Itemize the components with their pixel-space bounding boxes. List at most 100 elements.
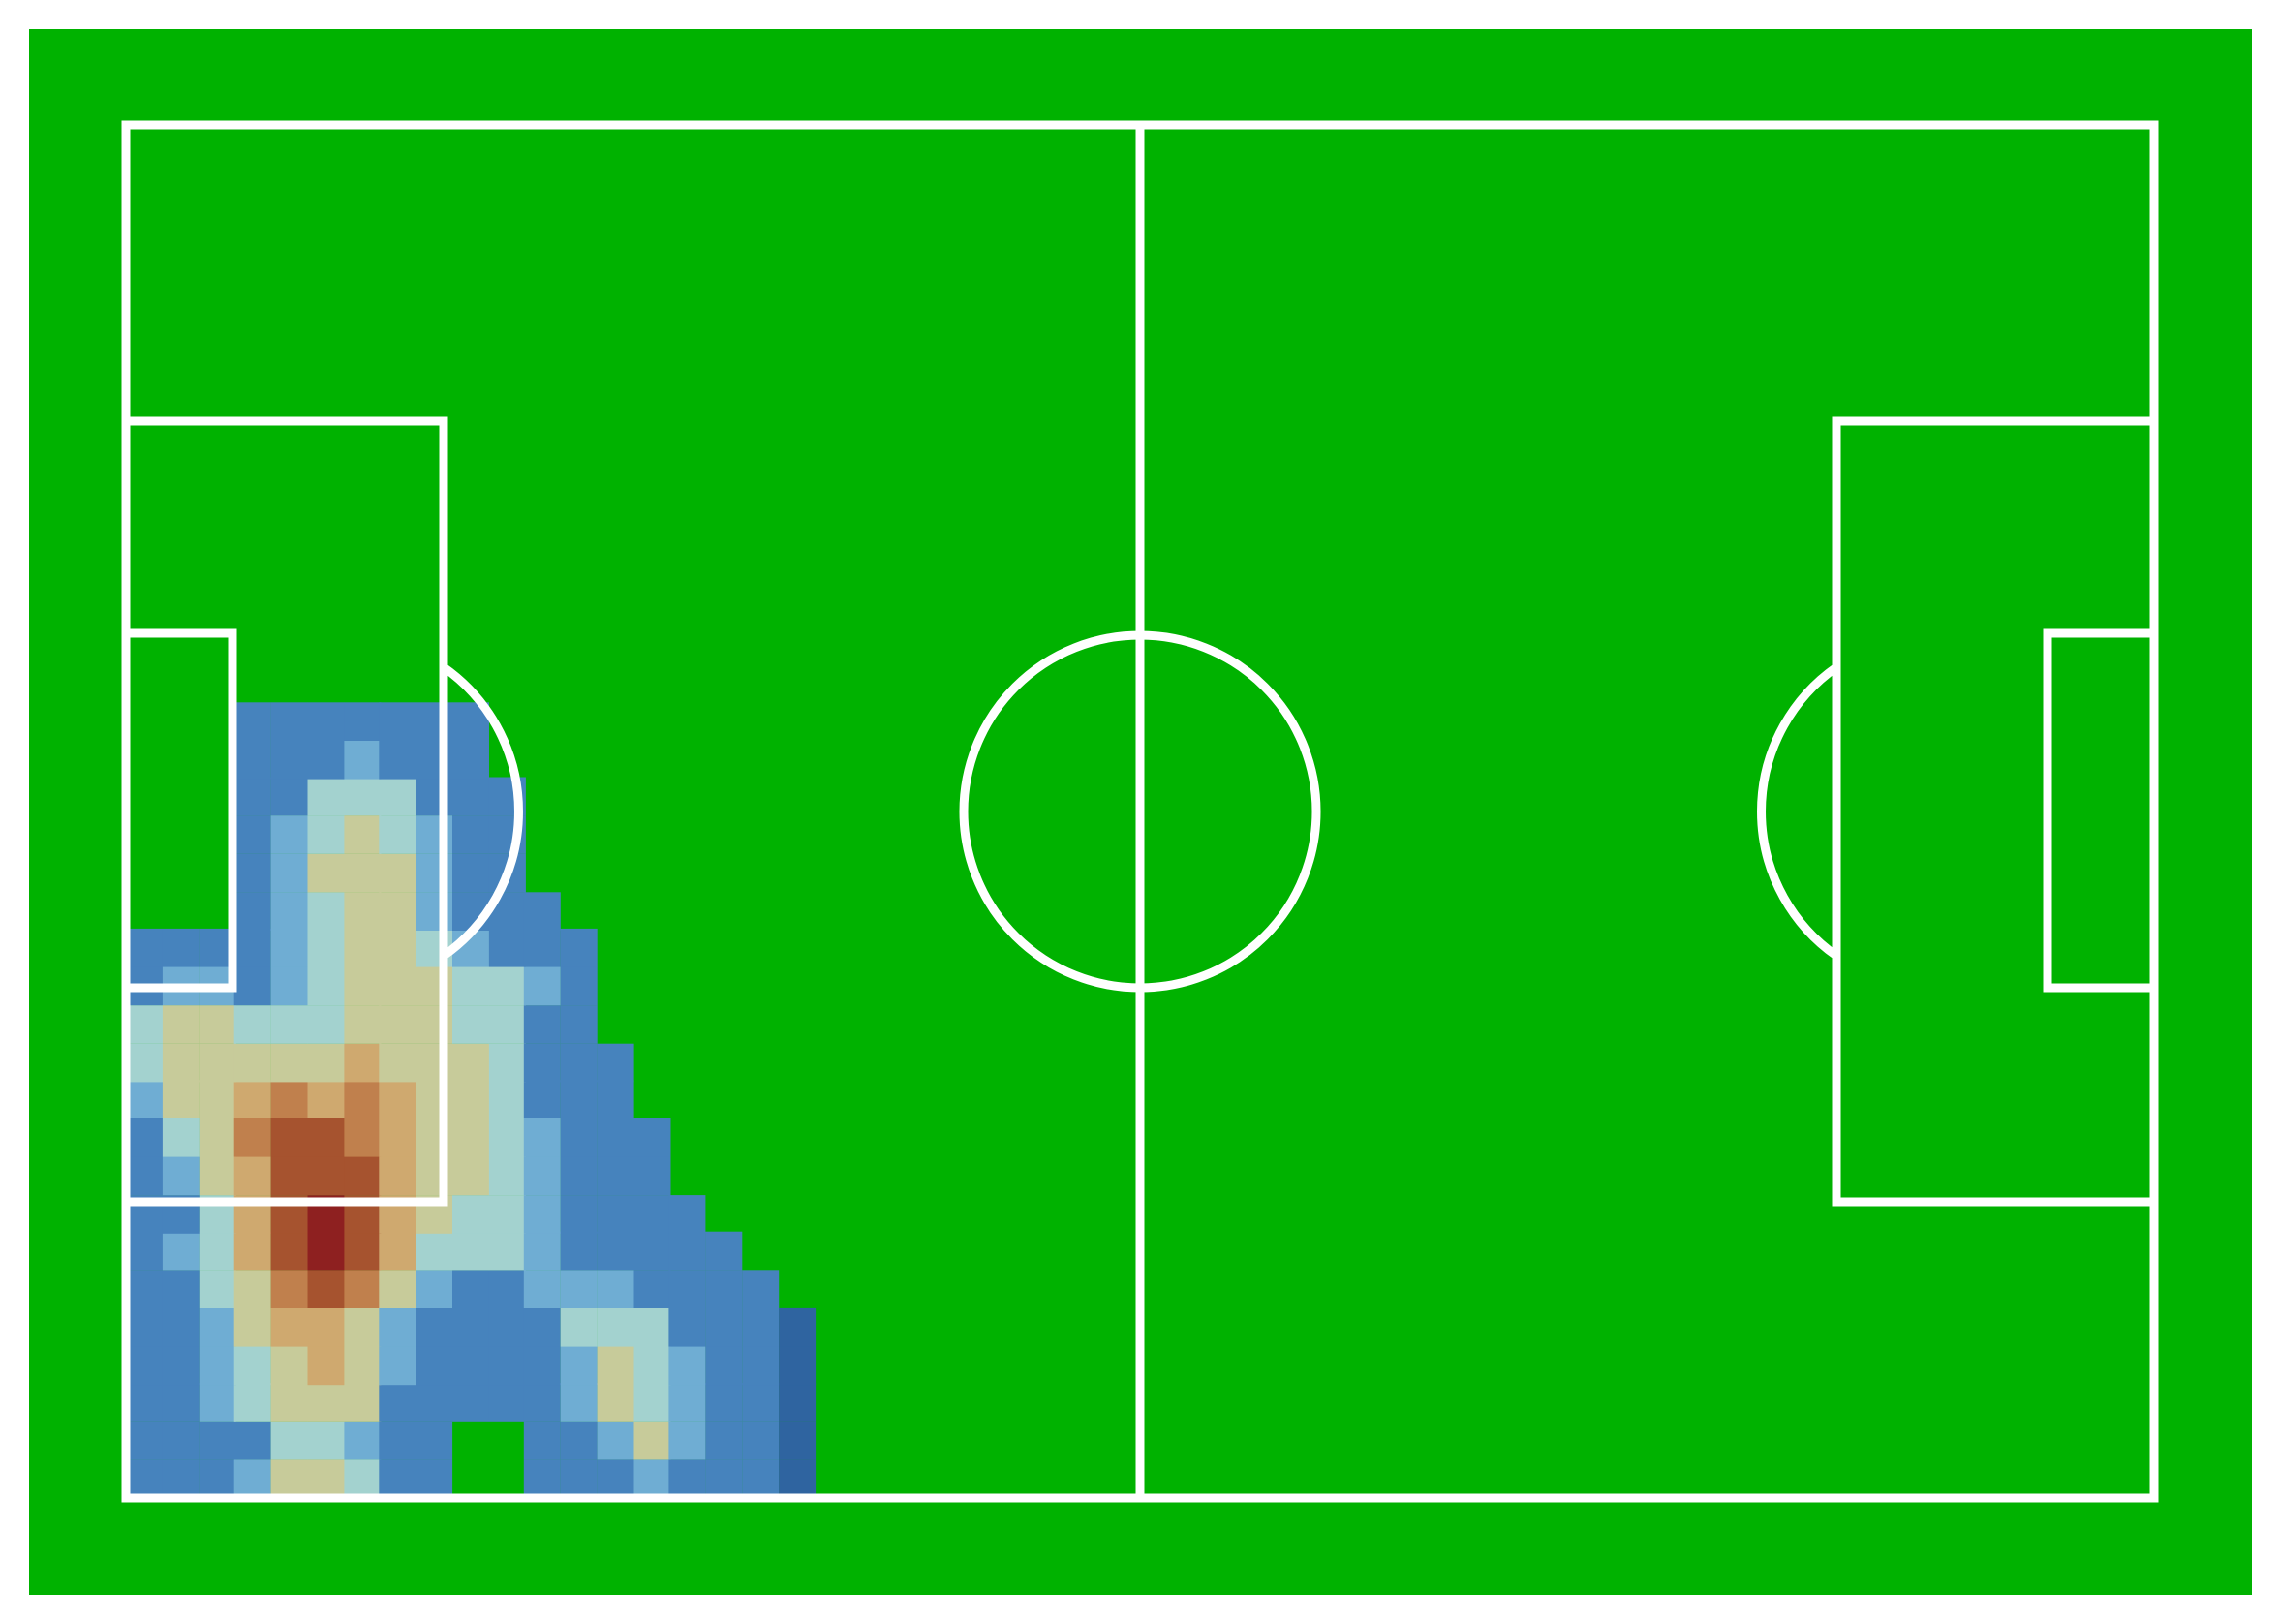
heatmap-cell	[379, 740, 416, 780]
heatmap-cell	[452, 1118, 489, 1157]
heatmap-cell	[523, 892, 561, 931]
heatmap-cell	[307, 777, 345, 816]
heatmap-cell	[523, 1080, 561, 1118]
heatmap-cell	[560, 1307, 598, 1347]
heatmap-cell	[379, 1307, 416, 1347]
heatmap-cell	[233, 1270, 271, 1308]
heatmap-cell	[270, 1118, 308, 1157]
heatmap-cell	[270, 815, 308, 854]
heatmap-cell	[233, 815, 271, 854]
heatmap-cell	[233, 1346, 271, 1386]
heatmap-cell	[523, 1270, 561, 1308]
heatmap-cell	[199, 1459, 236, 1498]
heatmap-cell	[270, 1421, 308, 1460]
heatmap-cell	[742, 1383, 780, 1422]
heatmap-cell	[344, 1005, 382, 1044]
heatmap-cell	[344, 740, 382, 780]
heatmap-cell	[126, 928, 163, 967]
heatmap-cell	[199, 1156, 236, 1196]
heatmap-cell	[705, 1307, 743, 1347]
heatmap-cell	[597, 1307, 634, 1347]
heatmap-cell	[779, 1459, 817, 1498]
heatmap-cell	[379, 928, 416, 967]
heatmap-cell	[452, 740, 489, 780]
heatmap-cell	[199, 1270, 236, 1308]
heatmap-cell	[307, 1459, 345, 1498]
heatmap-cell	[162, 1005, 200, 1044]
heatmap-cell	[668, 1421, 706, 1460]
heatmap-cell	[233, 1459, 271, 1498]
heatmap-cell	[633, 1346, 671, 1386]
heatmap-layer	[126, 702, 817, 1498]
heatmap-cell	[452, 815, 489, 854]
heatmap-cell	[597, 1383, 634, 1422]
heatmap-cell	[270, 928, 308, 967]
heatmap-cell	[270, 892, 308, 931]
heatmap-cell	[488, 1383, 526, 1422]
heatmap-cell	[270, 1383, 308, 1422]
heatmap-cell	[162, 1421, 200, 1460]
heatmap-cell	[126, 1156, 163, 1196]
heatmap-cell	[560, 1080, 598, 1118]
heatmap-cell	[452, 1346, 489, 1386]
heatmap-cell	[452, 966, 489, 1006]
right-goal-area	[2043, 628, 2159, 993]
heatmap-cell	[560, 1383, 598, 1422]
heatmap-cell	[344, 853, 382, 893]
heatmap-cell	[270, 1156, 308, 1196]
heatmap-cell	[307, 1383, 345, 1422]
heatmap-cell	[523, 1195, 561, 1234]
heatmap-cell	[379, 815, 416, 854]
heatmap-cell	[199, 1043, 236, 1083]
heatmap-cell	[488, 1346, 526, 1386]
heatmap-cell	[452, 1383, 489, 1422]
heatmap-cell	[705, 1231, 743, 1271]
heatmap-cell	[742, 1459, 780, 1498]
heatmap-cell	[560, 1043, 598, 1083]
heatmap-cell	[270, 1080, 308, 1118]
heatmap-cell	[416, 1270, 453, 1308]
heatmap-cell	[270, 777, 308, 816]
heatmap-cell	[379, 1156, 416, 1196]
heatmap-cell	[270, 740, 308, 780]
heatmap-cell	[560, 1346, 598, 1386]
heatmap-cell	[379, 966, 416, 1006]
heatmap-cell	[633, 1383, 671, 1422]
heatmap-cell	[452, 1080, 489, 1118]
heatmap-cell	[162, 1156, 200, 1196]
heatmap-cell	[199, 1346, 236, 1386]
heatmap-cell	[344, 1156, 382, 1196]
pitch-markings	[121, 120, 2159, 1503]
left-penalty-arc	[441, 663, 523, 960]
heatmap-cell	[379, 892, 416, 931]
heatmap-cell	[162, 1043, 200, 1083]
heatmap-cell	[344, 1421, 382, 1460]
heatmap-cell	[488, 966, 526, 1006]
heatmap-cell	[233, 777, 271, 816]
heatmap-cell	[233, 892, 271, 931]
heatmap-cell	[126, 1005, 163, 1044]
heatmap-cell	[779, 1383, 817, 1422]
heatmap-cell	[633, 1195, 671, 1234]
heatmap-cell	[307, 1080, 345, 1118]
heatmap-cell	[344, 815, 382, 854]
heatmap-cell	[307, 1231, 345, 1271]
heatmap-cell	[523, 1307, 561, 1347]
heatmap-cell	[452, 1156, 489, 1196]
heatmap-cell	[416, 1231, 453, 1271]
heatmap-cell	[270, 1307, 308, 1347]
heatmap-cell	[633, 1421, 671, 1460]
heatmap-cell	[162, 1080, 200, 1118]
heatmap-cell	[488, 1005, 526, 1044]
heatmap-cell	[126, 1346, 163, 1386]
heatmap-cell	[162, 1346, 200, 1386]
heatmap-cell	[597, 1421, 634, 1460]
heatmap-cell	[742, 1421, 780, 1460]
heatmap-cell	[523, 1346, 561, 1386]
heatmap-cell	[344, 1270, 382, 1308]
heatmap-cell	[668, 1270, 706, 1308]
heatmap-cell	[488, 1231, 526, 1271]
heatmap-cell	[233, 1421, 271, 1460]
